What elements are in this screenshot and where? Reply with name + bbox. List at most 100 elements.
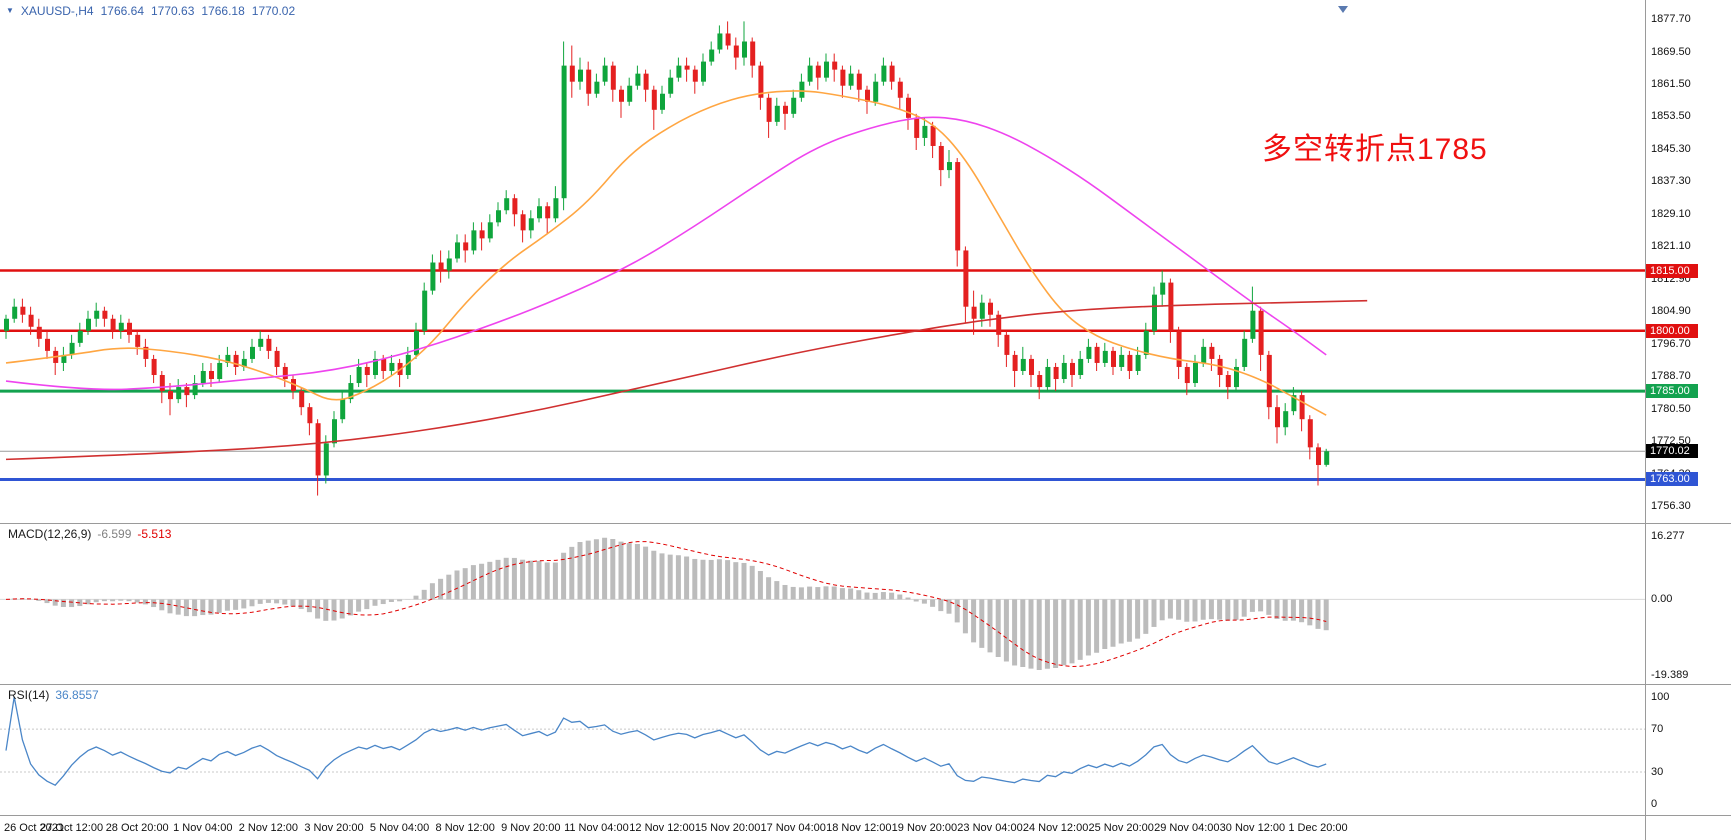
macd-panel-canvas[interactable]: [0, 523, 1731, 684]
candle-body: [381, 358, 387, 371]
candle-body: [430, 262, 436, 291]
candle-body: [1070, 362, 1075, 376]
candle-body: [774, 105, 780, 122]
candle-body: [446, 258, 452, 271]
candle-body: [676, 65, 682, 78]
candle-body: [889, 65, 895, 82]
candle-body: [405, 354, 411, 376]
candle-body: [988, 302, 993, 315]
candle-body: [241, 358, 247, 367]
time-axis-label: 18 Nov 12:00: [826, 822, 892, 834]
time-axis-label: 19 Nov 20:00: [891, 822, 958, 834]
time-axis-label: 1 Nov 04:00: [173, 822, 233, 834]
candle-body: [1234, 366, 1239, 388]
candle-body: [496, 210, 501, 223]
chart-shift-marker-icon[interactable]: [1338, 6, 1348, 13]
candlesticks[interactable]: [4, 21, 1330, 496]
candle-body: [69, 342, 75, 355]
rsi-axis-label: 70: [1651, 723, 1664, 736]
candle-body: [61, 354, 67, 363]
price-axis-label: 1756.30: [1651, 500, 1691, 513]
candle-body: [1152, 294, 1157, 331]
price-axis-label: 1829.10: [1651, 207, 1691, 220]
time-axis-label: 25 Nov 20:00: [1088, 822, 1154, 834]
main-chart-canvas[interactable]: [0, 0, 1731, 523]
time-axis-label: 29 Nov 04:00: [1154, 822, 1220, 834]
ohlc-close: 1770.02: [251, 4, 296, 18]
ohlc-open: 1766.64: [100, 4, 144, 18]
candle-body: [1168, 282, 1174, 331]
candle-body: [709, 49, 715, 62]
candle-body: [332, 419, 337, 444]
candle-body: [151, 358, 157, 376]
panel-separator-rsi-time: [0, 815, 1731, 816]
candle-body: [692, 69, 698, 82]
candle-body: [971, 306, 977, 319]
candle-body: [315, 423, 321, 476]
candle-body: [750, 41, 756, 66]
candle-body: [897, 81, 903, 98]
candle-body: [733, 45, 739, 58]
candle-body: [1086, 346, 1092, 359]
price-axis-label: 1861.50: [1651, 77, 1691, 90]
candle-body: [684, 65, 690, 70]
candle-body: [1094, 346, 1100, 363]
ohlc-high: 1770.63: [151, 4, 195, 18]
time-axis[interactable]: 26 Oct 2021 27 Oct 12:00 28 Oct 20:00 1 Nov…: [0, 819, 1731, 840]
axis-vertical-separator: [1645, 0, 1646, 840]
candle-body: [389, 362, 395, 371]
candle-body: [1111, 350, 1116, 367]
candle-body: [1020, 358, 1026, 371]
time-axis-label: 8 Nov 12:00: [435, 822, 495, 834]
candle-body: [487, 222, 493, 239]
candle-body: [217, 362, 223, 380]
rsi-panel-canvas[interactable]: [0, 684, 1731, 815]
candle-body: [996, 314, 1002, 335]
candle-body: [906, 97, 911, 118]
price-axis-label: 1869.50: [1651, 45, 1691, 58]
candle-body: [143, 346, 149, 359]
candle-body: [1119, 354, 1125, 367]
candle-body: [807, 65, 813, 82]
time-axis-label: 30 Nov 12:00: [1219, 822, 1286, 834]
ma-fast-orange[interactable]: [5, 90, 1327, 416]
annotation-text[interactable]: 多空转折点1785: [1262, 133, 1488, 166]
candle-body: [1102, 350, 1108, 363]
time-axis-label: 1 Dec 20:00: [1288, 822, 1348, 834]
time-axis-label: 26 Oct 2021: [4, 822, 64, 834]
time-axis-label: 12 Nov 12:00: [629, 822, 695, 834]
macd-header: MACD(12,26,9) -6.599 -5.513: [8, 527, 177, 541]
candle-body: [274, 350, 280, 367]
candle-body: [1176, 330, 1182, 367]
ma-mid-magenta[interactable]: [5, 116, 1327, 391]
candle-body: [922, 125, 928, 138]
time-axis-label: 9 Nov 20:00: [501, 822, 561, 834]
candle-body: [742, 41, 747, 58]
candle-body: [94, 310, 100, 319]
macd-signal-line[interactable]: [5, 541, 1327, 667]
candle-body: [1266, 354, 1272, 408]
symbol-dropdown-icon[interactable]: ▼: [6, 6, 14, 15]
candle-body: [28, 314, 34, 327]
rsi-line[interactable]: [5, 696, 1327, 787]
macd-label: MACD(12,26,9): [8, 527, 92, 541]
candle-body: [12, 306, 18, 319]
candle-body: [725, 33, 731, 46]
candle-body: [233, 354, 239, 367]
price-axis-label: 1804.90: [1651, 305, 1691, 318]
candle-body: [77, 330, 83, 343]
candle-body: [266, 338, 272, 351]
candle-body: [45, 338, 50, 351]
rsi-axis-label: 0: [1651, 798, 1658, 811]
candle-body: [127, 322, 132, 335]
ma-slow-red[interactable]: [5, 299, 1368, 461]
candle-body: [1201, 346, 1207, 363]
candle-body: [1078, 358, 1084, 376]
macd-axis-label: 16.277: [1651, 530, 1685, 542]
rsi-axis-label: 30: [1651, 766, 1664, 778]
candle-body: [914, 117, 920, 138]
candle-body: [307, 407, 313, 424]
candle-body: [414, 330, 419, 355]
candle-body: [209, 370, 214, 380]
candle-body: [701, 61, 706, 82]
